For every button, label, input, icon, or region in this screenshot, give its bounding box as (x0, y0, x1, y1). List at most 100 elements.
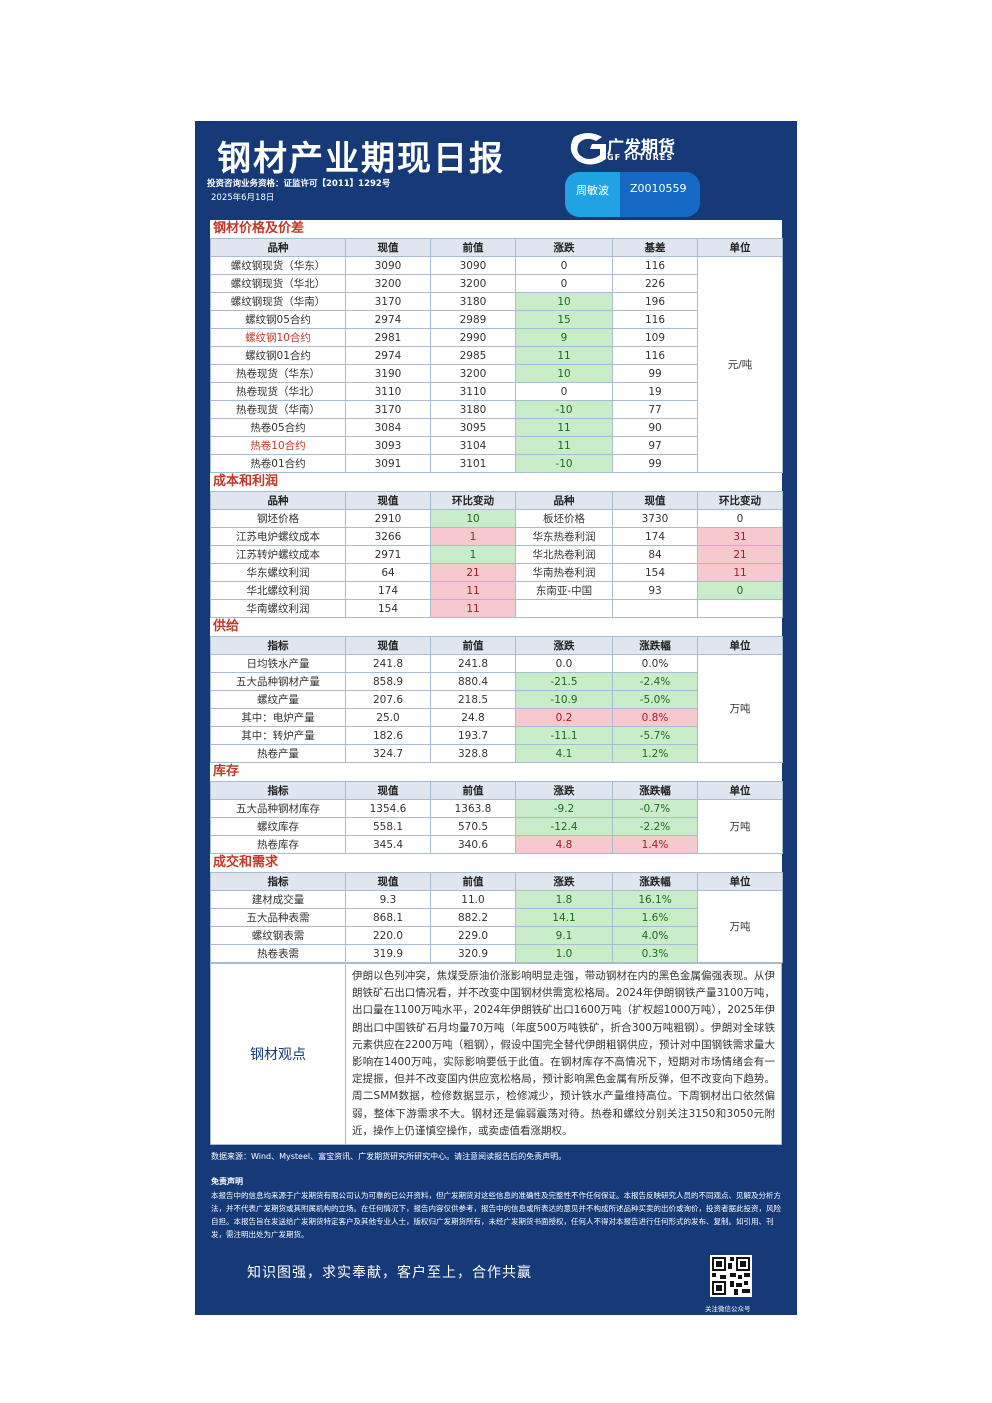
brand-en: GF FUTURES (607, 153, 674, 162)
table-cell: 2981 (345, 328, 431, 347)
table-cell: 钢坯价格 (210, 509, 346, 528)
table-row: 江苏转炉螺纹成本 2971 1 华北热卷利润 84 21 (210, 545, 783, 564)
table-cell: -9.2 (515, 799, 613, 818)
table-cell: 116 (612, 346, 698, 365)
column-header: 前值 (430, 872, 516, 891)
analyst: 周敏波 (565, 172, 620, 217)
table-cell: 116 (612, 256, 698, 275)
table-cell: 螺纹钢05合约 (210, 310, 346, 329)
table-cell: 3084 (345, 418, 431, 437)
table-row: 螺纹钢现货（华东） 3090 3090 0 116 元/吨 (210, 256, 783, 473)
table-cell: 螺纹钢现货（华南） (210, 292, 346, 311)
table-cell: 0 (515, 274, 613, 293)
table-row: 螺纹产量 207.6 218.5 -10.9 -5.0% (210, 690, 783, 709)
table-cell: 3170 (345, 400, 431, 419)
column-header: 品种 (210, 238, 346, 257)
table-cell: 218.5 (430, 690, 516, 709)
column-header: 现值 (345, 636, 431, 655)
table-cell: 4.1 (515, 744, 613, 763)
column-header: 指标 (210, 636, 346, 655)
table-cell: -0.7% (612, 799, 698, 818)
column-header: 前值 (430, 781, 516, 800)
column-header: 涨跌 (515, 872, 613, 891)
table-cell: 热卷现货（华东） (210, 364, 346, 383)
table-cell: 华南螺纹利润 (210, 599, 346, 618)
table-cell: 2971 (345, 545, 431, 564)
section-title: 钢材价格及价差 (210, 220, 782, 238)
column-header: 基差 (612, 238, 698, 257)
table-cell: 11 (515, 436, 613, 455)
table-cell: 日均铁水产量 (210, 654, 346, 673)
table-cell: 2989 (430, 310, 516, 329)
qr-code (710, 1255, 752, 1297)
table-row: 热卷表需 319.9 320.9 1.0 0.3% (210, 944, 783, 963)
unit-cell: 元/吨 (697, 256, 783, 473)
table-cell: 11 (515, 418, 613, 437)
table-row: 螺纹库存 558.1 570.5 -12.4 -2.2% (210, 817, 783, 836)
table-cell: 340.6 (430, 835, 516, 854)
table-cell: 24.8 (430, 708, 516, 727)
table-row: 华北螺纹利润 174 11 东南亚-中国 93 0 (210, 581, 783, 600)
table-cell: 4.8 (515, 835, 613, 854)
column-header: 单位 (697, 872, 783, 891)
table-cell: 3180 (430, 400, 516, 419)
table-cell: 324.7 (345, 744, 431, 763)
column-header: 前值 (430, 238, 516, 257)
table-cell: 229.0 (430, 926, 516, 945)
column-header: 品种 (210, 491, 346, 510)
table-cell: 华东螺纹利润 (210, 563, 346, 582)
column-header: 单位 (697, 238, 783, 257)
table-cell: 东南亚-中国 (515, 581, 613, 600)
license: 投资咨询业务资格：证监许可【2011】1292号 (207, 179, 391, 189)
column-header: 环比变动 (430, 491, 516, 510)
table-cell: 1363.8 (430, 799, 516, 818)
table-row: 华东螺纹利润 64 21 华南热卷利润 154 11 (210, 563, 783, 582)
table-cell: 3090 (345, 256, 431, 275)
table-cell (697, 599, 783, 618)
table-row: 热卷产量 324.7 328.8 4.1 1.2% (210, 744, 783, 763)
table-cell: 15 (515, 310, 613, 329)
table-cell: 226 (612, 274, 698, 293)
table-row: 建材成交量 9.3 11.0 1.8 16.1% 万吨 (210, 890, 783, 963)
table-cell: -2.4% (612, 672, 698, 691)
table-cell: 螺纹库存 (210, 817, 346, 836)
column-header: 单位 (697, 781, 783, 800)
table-cell: 热卷现货（华北） (210, 382, 346, 401)
table-cell (612, 599, 698, 618)
table-cell: 858.9 (345, 672, 431, 691)
table-cell: 11 (430, 599, 516, 618)
table-cell: 0 (515, 256, 613, 275)
table-cell: 3091 (345, 454, 431, 473)
table-cell: 0.0% (612, 654, 698, 673)
column-header: 指标 (210, 872, 346, 891)
table-cell: 华北螺纹利润 (210, 581, 346, 600)
unit-cell: 万吨 (697, 654, 783, 763)
table-cell: 热卷产量 (210, 744, 346, 763)
table-cell: 97 (612, 436, 698, 455)
table-cell: 193.7 (430, 726, 516, 745)
table-cell: 9.3 (345, 890, 431, 909)
table-row: 其中：电炉产量 25.0 24.8 0.2 0.8% (210, 708, 783, 727)
table-cell: 10 (515, 292, 613, 311)
table-cell: -21.5 (515, 672, 613, 691)
table-cell: 10 (430, 509, 516, 528)
table-row: 螺纹钢05合约 2974 2989 15 116 (210, 310, 783, 329)
section-title: 库存 (210, 763, 782, 781)
table-row: 螺纹钢表需 220.0 229.0 9.1 4.0% (210, 926, 783, 945)
section-title: 成本和利润 (210, 473, 782, 491)
view-box: 钢材观点 伊朗以色列冲突，焦煤受原油价涨影响明显走强，带动钢材在内的黑色金属偏强表… (210, 963, 782, 1145)
table-cell: 0.3% (612, 944, 698, 963)
table-cell: 99 (612, 364, 698, 383)
data-table: 指标 现值 前值 涨跌 涨跌幅 单位 五大品种钢材库存 1354.6 1363.8 -9.2 -0.… (210, 781, 783, 854)
table-cell: 3266 (345, 527, 431, 546)
logo (570, 133, 606, 165)
table-row: 热卷05合约 3084 3095 11 90 (210, 418, 783, 437)
table-cell: 9.1 (515, 926, 613, 945)
disclaimer: 本报告中的信息均来源于广发期货有限公司认为可靠的已公开资料，但广发期货对这些信息… (211, 1191, 781, 1239)
header-row: 指标 现值 前值 涨跌 涨跌幅 单位 (210, 872, 783, 891)
column-header: 涨跌 (515, 781, 613, 800)
table-cell: 1 (430, 545, 516, 564)
table-row: 江苏电炉螺纹成本 3266 1 华东热卷利润 174 31 (210, 527, 783, 546)
table-cell: 84 (612, 545, 698, 564)
table-row: 螺纹钢现货（华北） 3200 3200 0 226 (210, 274, 783, 293)
